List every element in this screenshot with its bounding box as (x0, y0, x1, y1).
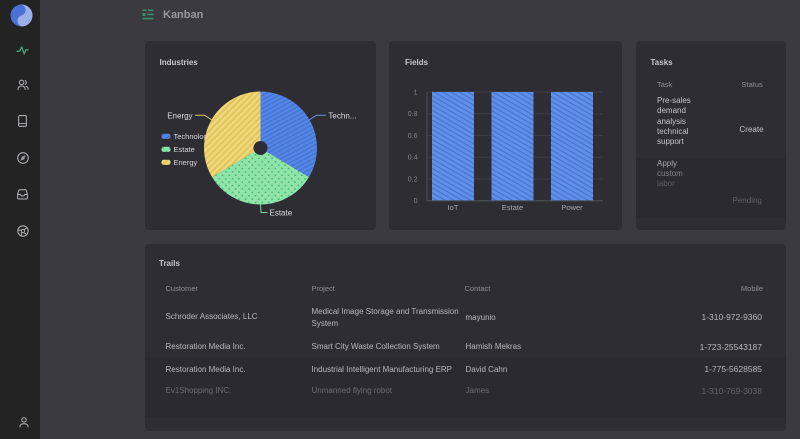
svg-text:0.6: 0.6 (408, 133, 418, 140)
svg-text:IoT: IoT (448, 203, 459, 212)
svg-text:Energy: Energy (167, 111, 192, 120)
svg-text:Estate: Estate (502, 203, 523, 212)
svg-text:Estate: Estate (173, 145, 194, 154)
svg-text:Techn...: Techn... (328, 111, 356, 120)
svg-text:0.8: 0.8 (408, 111, 418, 118)
svg-text:Estate: Estate (269, 209, 292, 218)
svg-text:Technology: Technology (173, 132, 211, 141)
svg-text:Power: Power (561, 203, 583, 212)
svg-text:0.4: 0.4 (408, 155, 418, 162)
svg-text:0.2: 0.2 (408, 176, 418, 183)
svg-text:Energy: Energy (173, 158, 197, 167)
svg-text:0: 0 (414, 198, 418, 205)
svg-text:1: 1 (414, 90, 418, 97)
